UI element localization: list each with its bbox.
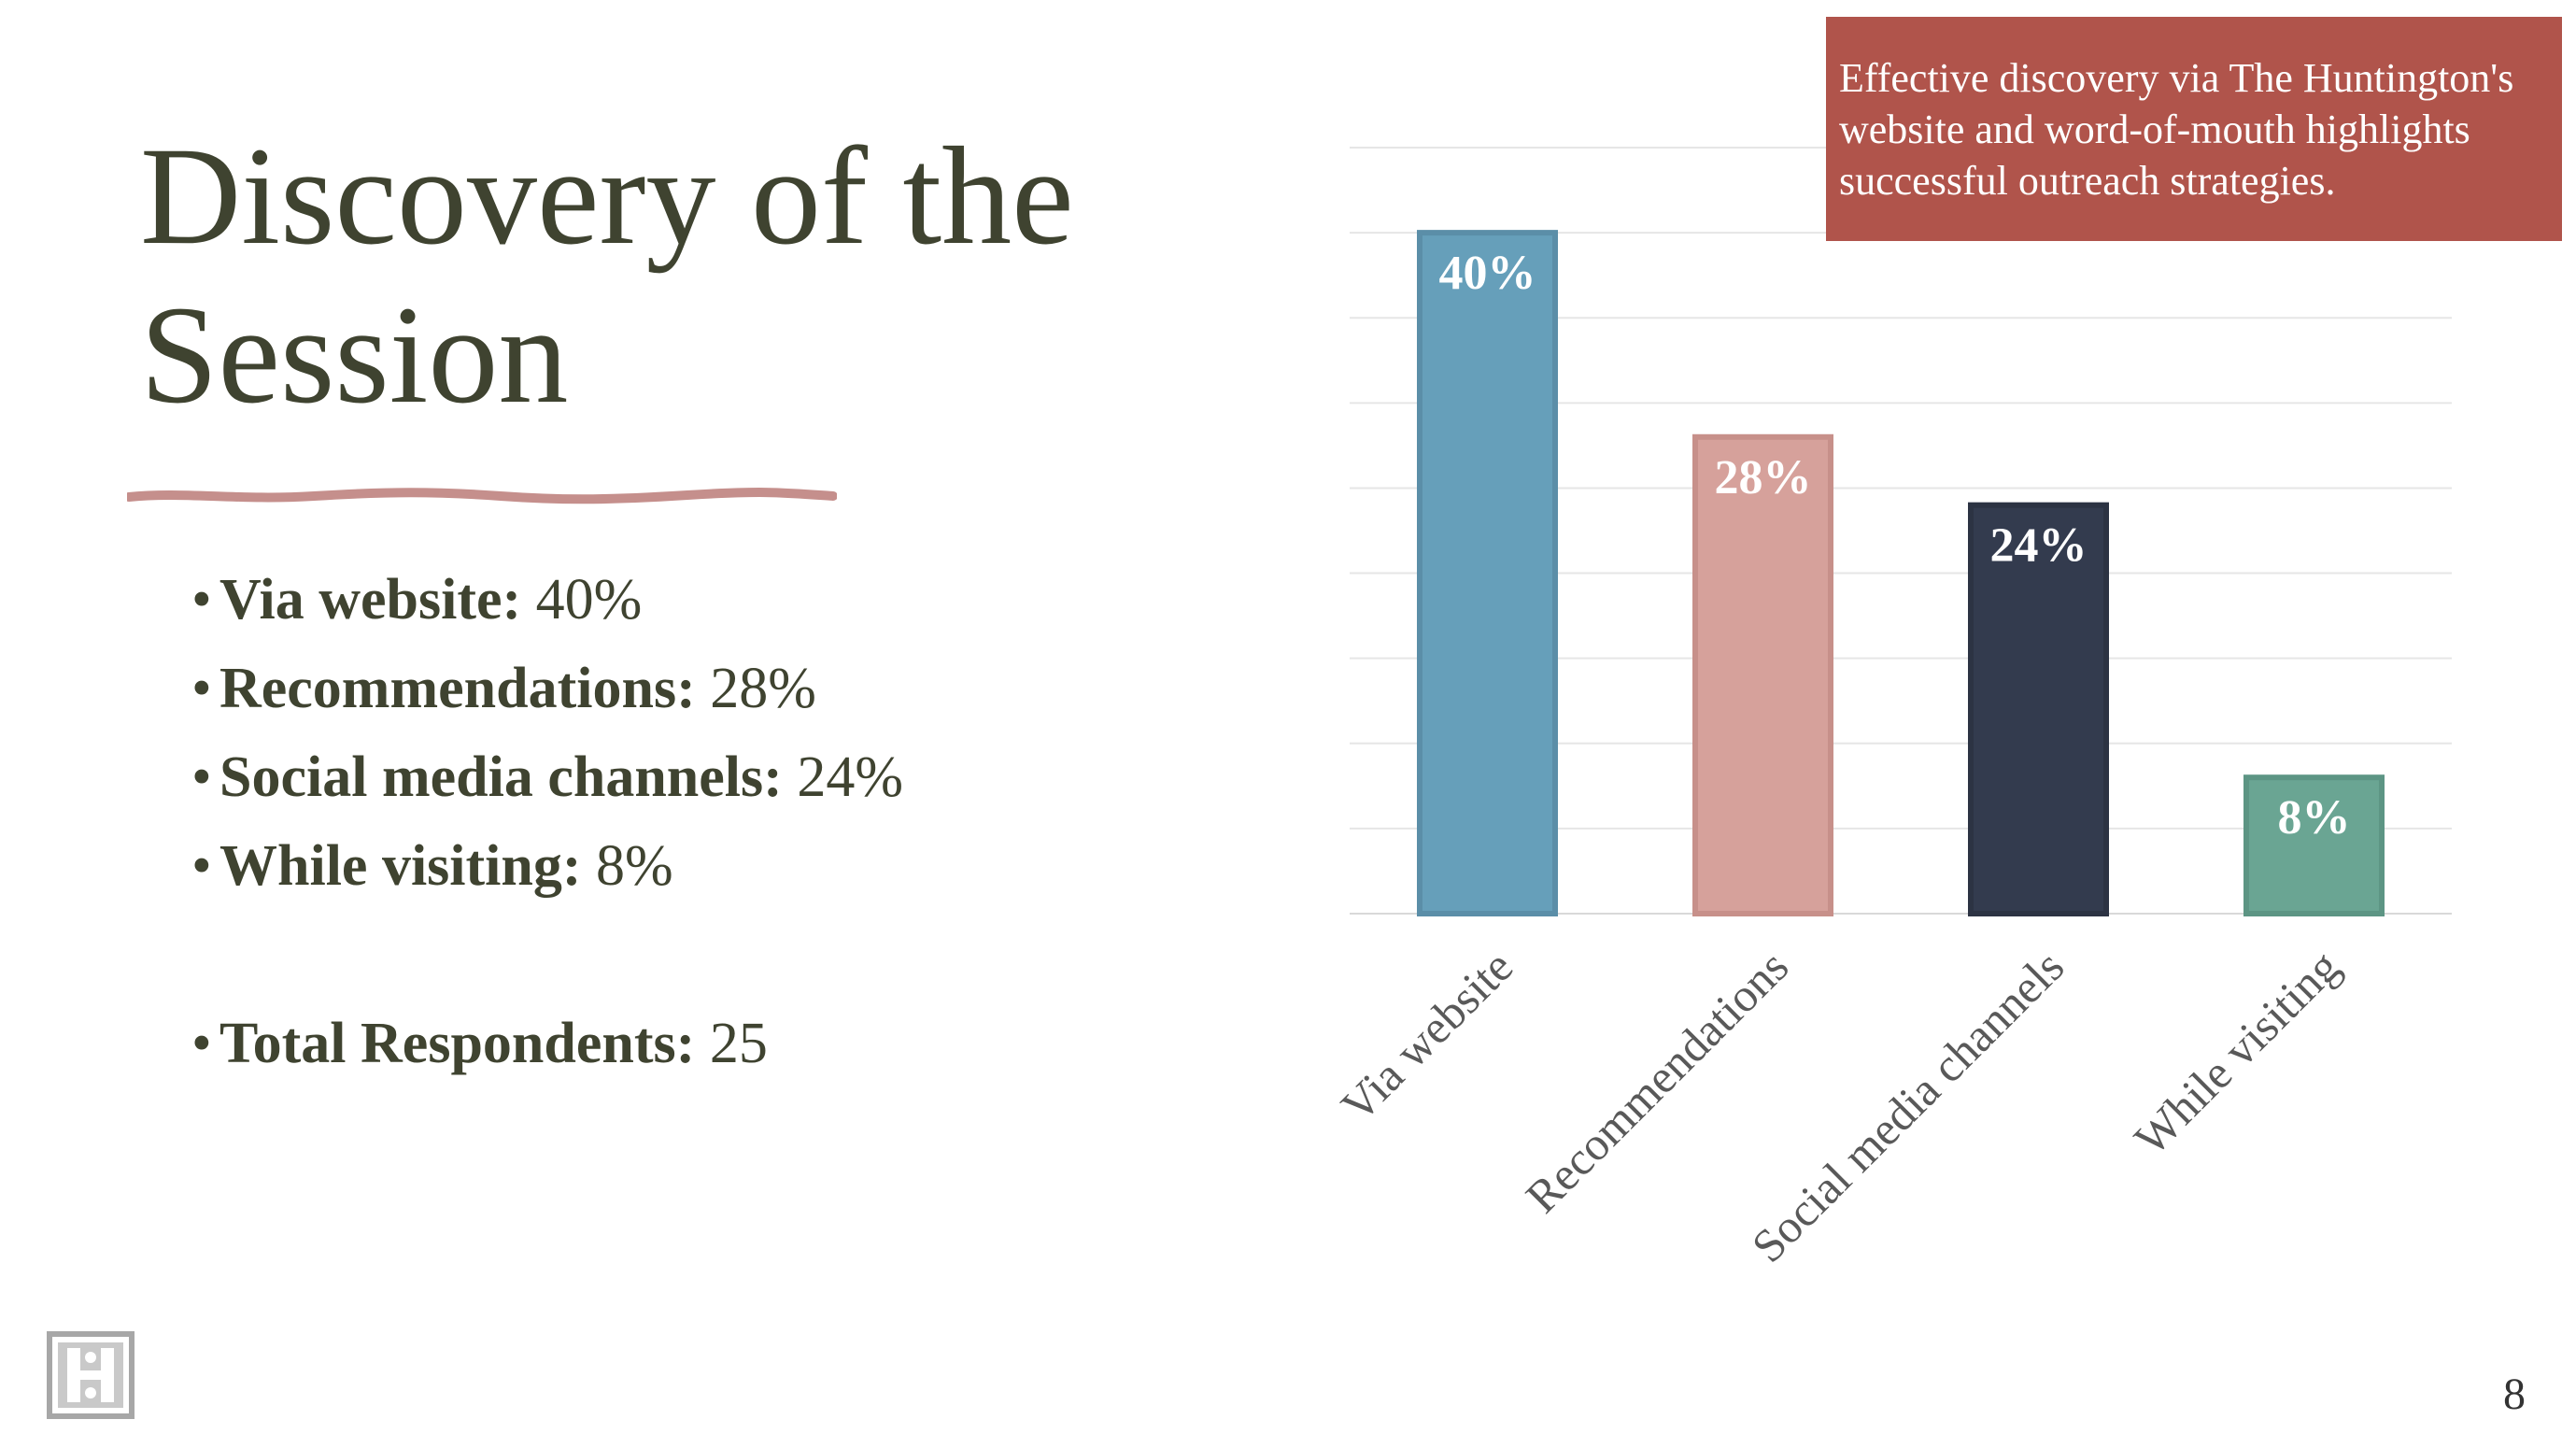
bullet-value: 24% <box>782 745 903 809</box>
slide-title-line-2: Session <box>140 277 569 433</box>
x-tick-label: Social media channels <box>1742 940 2074 1272</box>
bullet-social-media: Social media channels: 24% <box>191 733 1312 822</box>
chart-data-labels: 40% 28% 24% 8% <box>1439 247 2351 845</box>
bullet-via-website: Via website: 40% <box>191 556 1312 645</box>
chart-bars <box>1417 230 2385 917</box>
slide-title: Discovery of the Session <box>140 117 1214 434</box>
bullet-value: 40% <box>521 568 643 632</box>
summary-bullet-list: Via website: 40% Recommendations: 28% So… <box>191 556 1312 1088</box>
bullet-value: 28% <box>695 657 816 720</box>
x-tick-label: While visiting <box>2124 940 2349 1165</box>
bullet-label: Social media channels: <box>219 745 783 809</box>
huntington-h-logo-icon <box>47 1331 134 1419</box>
title-underline <box>127 488 837 504</box>
x-tick-label: Recommendations <box>1516 940 1799 1223</box>
bar-recommendations <box>1692 433 1833 916</box>
bullet-value: 8% <box>581 834 673 898</box>
data-label: 28% <box>1715 451 1812 504</box>
insight-callout-text: Effective discovery via The Huntington's… <box>1839 55 2514 204</box>
bullet-value: 25 <box>695 1012 768 1075</box>
bullet-label: Via website: <box>219 568 522 632</box>
bar-via-website <box>1417 230 1558 917</box>
bullet-recommendations: Recommendations: 28% <box>191 645 1312 733</box>
bar-while-visiting <box>2243 774 2385 916</box>
bar-social-media-channels <box>1968 502 2109 917</box>
bullet-label: Total Respondents: <box>219 1012 696 1075</box>
bullet-label: Recommendations: <box>219 657 696 720</box>
bullet-while-visiting: While visiting: 8% <box>191 822 1312 911</box>
data-label: 24% <box>1990 519 2088 573</box>
page-number: 8 <box>2503 1370 2526 1419</box>
slide-title-line-1: Discovery of the <box>140 119 1074 274</box>
insight-callout: Effective discovery via The Huntington's… <box>1826 17 2562 241</box>
data-label: 8% <box>2278 791 2351 845</box>
x-tick-label: Via website <box>1331 940 1522 1131</box>
bullet-label: While visiting: <box>219 834 582 898</box>
data-label: 40% <box>1439 247 1536 300</box>
bullet-total-respondents: Total Respondents: 25 <box>191 1000 1312 1088</box>
